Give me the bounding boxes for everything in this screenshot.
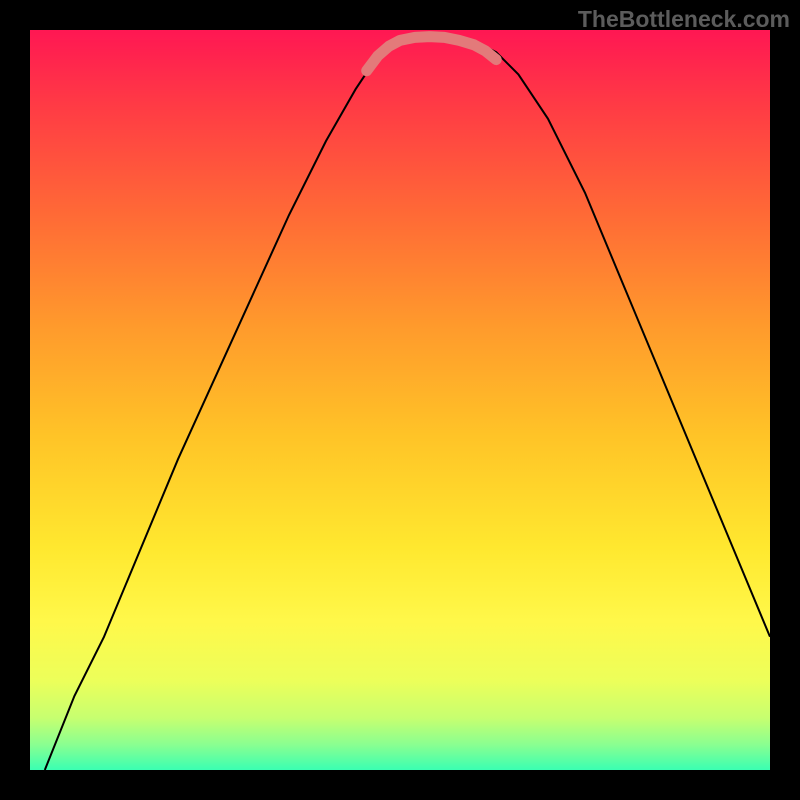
bottleneck-chart (0, 0, 800, 800)
watermark-text: TheBottleneck.com (578, 6, 790, 33)
plot-area (30, 30, 770, 770)
